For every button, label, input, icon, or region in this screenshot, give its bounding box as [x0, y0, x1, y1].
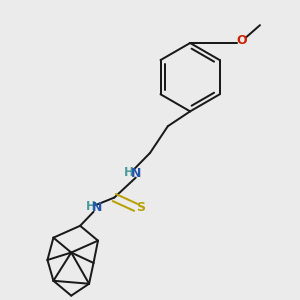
Text: O: O	[237, 34, 248, 46]
Text: S: S	[136, 202, 146, 214]
Text: N: N	[130, 167, 141, 180]
Text: H: H	[124, 166, 134, 179]
Text: N: N	[92, 202, 102, 214]
Text: H: H	[85, 200, 95, 213]
